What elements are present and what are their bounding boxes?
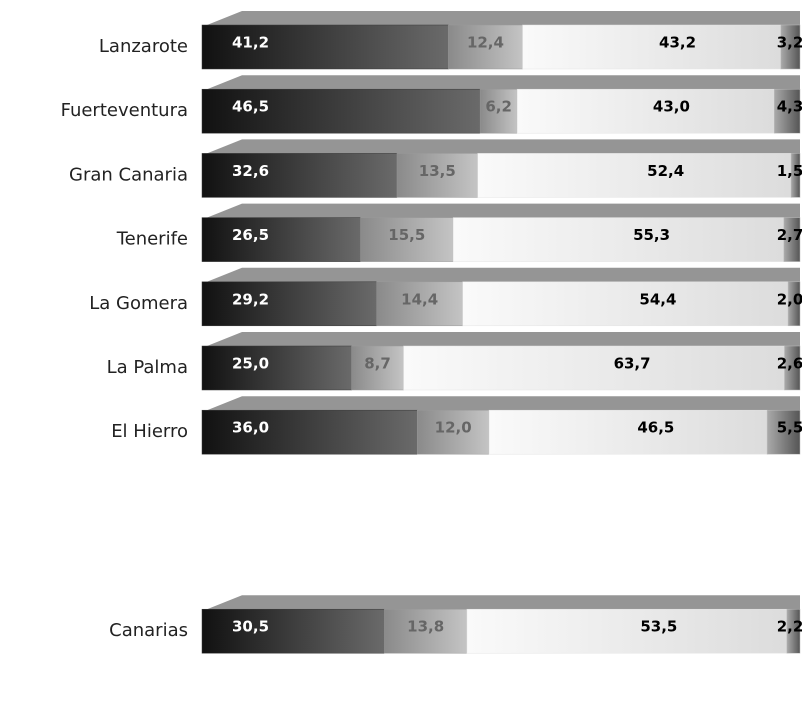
value-label: 1,5 xyxy=(777,162,802,180)
value-label: 13,8 xyxy=(407,618,444,636)
value-label: 32,6 xyxy=(232,162,269,180)
bar-segment xyxy=(516,88,775,134)
bar-segment xyxy=(201,24,449,70)
bar-segment xyxy=(201,345,352,391)
bar-top xyxy=(202,595,800,612)
value-label: 26,5 xyxy=(232,226,269,244)
bar-segment xyxy=(452,217,785,262)
value-label: 4,3 xyxy=(777,98,802,116)
value-label: 2,7 xyxy=(777,226,802,244)
category-label: Lanzarote xyxy=(99,36,188,57)
bar-top xyxy=(202,139,800,156)
value-label: 30,5 xyxy=(232,618,269,636)
bar-segment xyxy=(448,24,523,70)
bar-segment xyxy=(376,281,463,327)
category-label: Tenerife xyxy=(116,229,188,250)
bar-segment xyxy=(417,409,490,455)
bar-segment xyxy=(201,153,398,198)
bar-segment xyxy=(522,24,782,70)
bar-top xyxy=(202,203,800,220)
category-label: La Palma xyxy=(107,357,188,378)
value-label: 54,4 xyxy=(639,290,676,308)
bar-segment xyxy=(477,153,792,198)
category-label: El Hierro xyxy=(111,421,188,442)
bar-segment xyxy=(774,88,801,134)
bar-segment xyxy=(351,345,404,391)
bar-top xyxy=(202,267,800,284)
bar-segment xyxy=(360,217,454,262)
bar-segment xyxy=(384,608,468,654)
value-label: 36,0 xyxy=(232,419,269,437)
value-label: 15,5 xyxy=(388,226,425,244)
bar-segment xyxy=(201,281,377,327)
category-label: Fuerteventura xyxy=(61,100,188,121)
value-label: 43,2 xyxy=(659,34,696,52)
category-label: La Gomera xyxy=(89,293,188,314)
bar-top xyxy=(202,396,800,413)
value-label: 12,4 xyxy=(467,34,504,52)
value-label: 14,4 xyxy=(401,290,438,308)
value-label: 41,2 xyxy=(232,34,269,52)
bar-segment xyxy=(396,153,478,198)
bar-segment xyxy=(790,153,801,198)
value-label: 43,0 xyxy=(653,98,690,116)
value-label: 29,2 xyxy=(232,290,269,308)
bar-top xyxy=(202,75,800,92)
bar-segment xyxy=(784,345,801,391)
bar-segment xyxy=(783,217,801,262)
value-label: 6,2 xyxy=(485,98,512,116)
value-label: 5,5 xyxy=(777,419,802,437)
value-label: 3,2 xyxy=(777,34,802,52)
value-label: 2,0 xyxy=(777,290,802,308)
value-label: 2,2 xyxy=(777,618,802,636)
bar-segment xyxy=(787,281,801,327)
value-label: 55,3 xyxy=(633,226,670,244)
bar-segment xyxy=(466,608,788,654)
bar-segment xyxy=(201,217,361,262)
category-label: Canarias xyxy=(109,620,188,641)
value-label: 25,0 xyxy=(232,355,269,373)
bar-segment xyxy=(488,409,768,455)
bar-segment xyxy=(201,88,481,134)
bar-segment xyxy=(201,409,418,455)
value-label: 53,5 xyxy=(640,618,677,636)
value-label: 52,4 xyxy=(647,162,684,180)
value-label: 2,6 xyxy=(777,355,802,373)
value-label: 46,5 xyxy=(637,419,674,437)
bar-segment xyxy=(479,88,518,134)
bar-segment xyxy=(201,608,385,654)
bar-segment xyxy=(780,24,801,70)
bar-segment xyxy=(786,608,801,654)
bar-top xyxy=(202,332,800,348)
bar-segment xyxy=(462,281,789,327)
value-label: 63,7 xyxy=(614,355,651,373)
bar-top xyxy=(202,11,800,27)
value-label: 12,0 xyxy=(435,419,472,437)
bar-segment xyxy=(766,409,801,455)
bar-segment xyxy=(403,345,785,391)
category-label: Gran Canaria xyxy=(69,164,188,185)
value-label: 13,5 xyxy=(419,162,456,180)
value-label: 46,5 xyxy=(232,98,269,116)
value-label: 8,7 xyxy=(364,355,391,373)
